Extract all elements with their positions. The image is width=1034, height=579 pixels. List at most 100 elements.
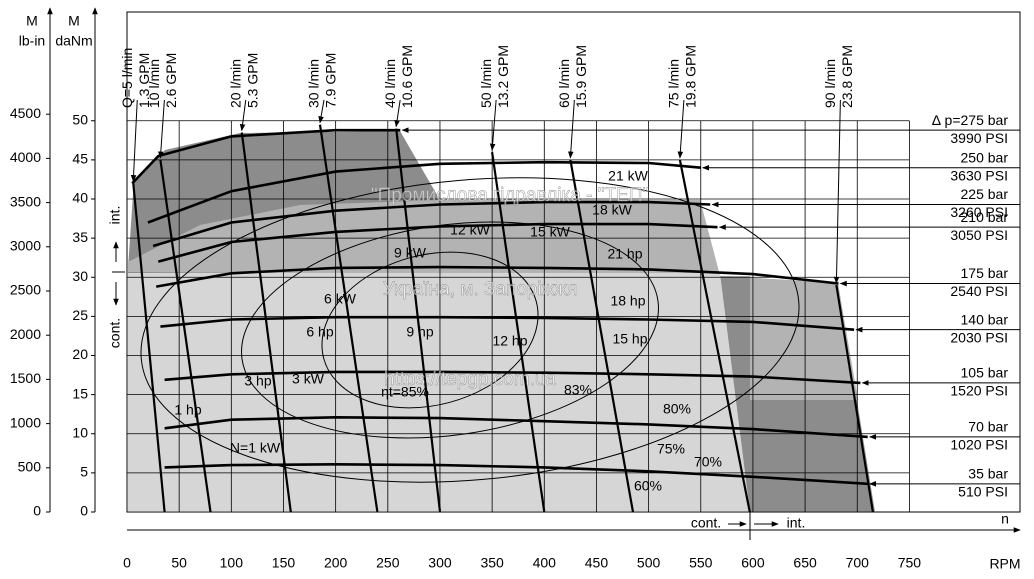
x-tick-label: 650: [793, 555, 817, 571]
pressure-line: [164, 462, 868, 486]
pressure-line: [152, 200, 711, 248]
x-tick-label: 150: [272, 555, 296, 571]
flow-line: [240, 132, 292, 513]
x-tick-label: 400: [533, 555, 557, 571]
pressure-line: [160, 315, 855, 331]
flow-label: 1.3 GPM: [136, 53, 152, 108]
legend-label: 2030 PSI: [950, 329, 1008, 345]
zone-cont-label: cont.: [107, 318, 123, 348]
y-tick-label: 35: [72, 229, 88, 245]
x-tick-label: 250: [376, 555, 400, 571]
continuous-zone: [128, 273, 750, 512]
power-label: 15 hp: [612, 331, 647, 347]
flow-pointer: [130, 99, 138, 183]
power-label: N=1 kW: [230, 440, 281, 456]
flow-pointer: [318, 99, 325, 124]
legend-label: 1520 PSI: [950, 383, 1008, 399]
zone-int-label: int.: [107, 206, 123, 225]
legend-label: 35 bar: [968, 466, 1008, 482]
legend-label: 210 bar: [961, 209, 1009, 225]
x-tick-label: 0: [123, 555, 131, 571]
flow-line: [491, 151, 546, 513]
x-label: RPM: [989, 556, 1020, 572]
zone-int-label: int.: [787, 515, 806, 531]
power-label: 3 kW: [292, 371, 325, 387]
power-label: 9 kW: [394, 245, 427, 261]
flow-label: 10.6 GPM: [399, 45, 415, 108]
y-tick-label: 20: [72, 346, 88, 362]
power-label: 12 hp: [492, 333, 527, 349]
legend-label: 140 bar: [961, 311, 1009, 327]
efficiency-label: 70%: [694, 454, 722, 470]
pressure-line: [164, 415, 868, 439]
flow-label: 20 l/min: [227, 59, 243, 108]
flow-line: [678, 159, 751, 513]
watermark: "Промислова гідравліка - "ТЕП": [371, 185, 649, 206]
flow-line: [132, 183, 166, 513]
power-label: 18 hp: [610, 293, 645, 309]
y-tick-label: 40: [72, 190, 88, 206]
legend-label: 70 bar: [968, 419, 1008, 435]
pressure-line: [155, 265, 839, 288]
watermark: https://tepgp.com.ua: [384, 369, 557, 390]
flow-label: Q=5 l/min: [119, 48, 135, 108]
flow-pointer: [394, 99, 401, 128]
x-tick-label: 550: [689, 555, 713, 571]
legend-label: 3990 PSI: [950, 130, 1008, 146]
flow-label: 5.3 GPM: [244, 53, 260, 108]
efficiency-label: 75%: [657, 441, 685, 457]
x-tick-label: 600: [741, 555, 765, 571]
x-tick-label: 50: [171, 555, 187, 571]
y-tick-label: 0: [80, 503, 88, 519]
pressure-line: [164, 370, 861, 385]
x-tick-label: 500: [637, 555, 661, 571]
legend-label: 250 bar: [961, 149, 1009, 165]
y-symbol: M: [68, 13, 80, 29]
marks: [131, 124, 874, 513]
flow-label: 2.6 GPM: [163, 53, 179, 108]
y2-tick-label: 2000: [10, 326, 41, 342]
x-tick-label: 200: [324, 555, 348, 571]
power-label: 6 kW: [324, 291, 357, 307]
x-tick-label: 300: [428, 555, 452, 571]
y2-tick-label: 500: [18, 459, 42, 475]
legend-label: 3050 PSI: [950, 227, 1008, 243]
y2-tick-label: 4500: [10, 105, 41, 121]
legend-label: 2540 PSI: [950, 283, 1008, 299]
flow-label: 60 l/min: [556, 59, 572, 108]
x-tick-label: 750: [898, 555, 922, 571]
y2-label: lb-in: [19, 33, 45, 49]
x-arrow-label: n: [1001, 511, 1009, 527]
x-tick-label: 100: [220, 555, 244, 571]
y-tick-label: 15: [72, 385, 88, 401]
watermark: Україна, м. Запоріжжя: [383, 279, 578, 300]
y-tick-label: 25: [72, 307, 88, 323]
flow-label: 19.8 GPM: [683, 45, 699, 108]
flow-pointer: [239, 99, 247, 132]
x-tick-label: 700: [846, 555, 870, 571]
efficiency-label: 60%: [634, 478, 662, 494]
flow-label: 15.9 GPM: [573, 45, 589, 108]
efficiency-label: 83%: [564, 382, 592, 398]
flow-label: 13.2 GPM: [495, 45, 511, 108]
flow-line: [569, 159, 635, 513]
x-tick-label: 450: [585, 555, 609, 571]
power-label: 9 hp: [406, 324, 433, 340]
flow-line: [835, 284, 874, 513]
pressure-line: [147, 160, 701, 224]
power-label: 1 hp: [174, 402, 201, 418]
y-tick-label: 10: [72, 424, 88, 440]
flow-label: 7.9 GPM: [323, 53, 339, 108]
intermittent-zone: [128, 200, 858, 400]
y-tick-label: 5: [80, 464, 88, 480]
efficiency-label: ηt=85%: [381, 384, 429, 400]
y-tick-label: 50: [72, 111, 88, 127]
flow-pointer: [489, 99, 497, 151]
x-tick-label: 350: [480, 555, 504, 571]
flow-pointer: [677, 99, 685, 159]
y2-tick-label: 4000: [10, 149, 41, 165]
y-tick-label: 45: [72, 151, 88, 167]
power-label: 12 kW: [450, 222, 490, 238]
power-label: 21 hp: [607, 246, 642, 262]
